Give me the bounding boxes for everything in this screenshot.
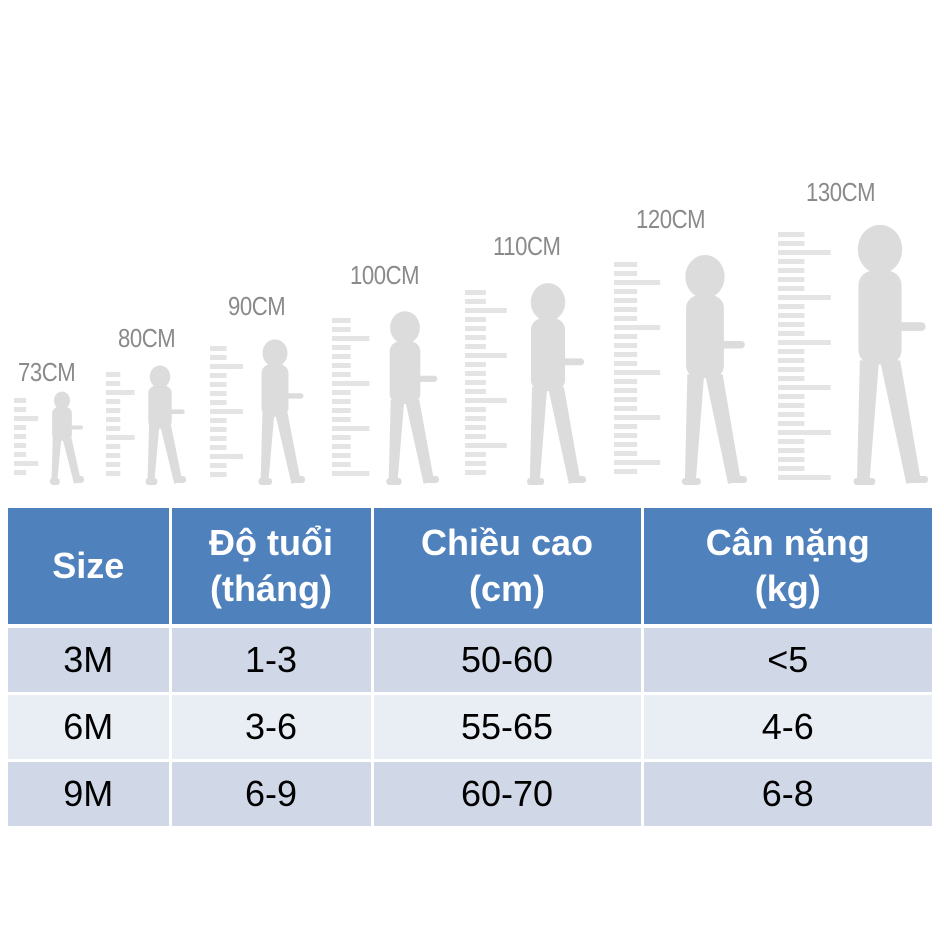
ruler-scale-icon [332, 318, 370, 476]
table-header-row: Size Độ tuổi (tháng) Chiều cao (cm) Cân … [8, 508, 932, 628]
ruler-scale-icon [778, 232, 831, 480]
header-size: Size [8, 508, 172, 628]
ruler-scale-icon [106, 372, 135, 476]
cell-height: 50-60 [372, 626, 644, 695]
child-silhouette-icon [778, 224, 928, 485]
cell-size: 6M [8, 693, 172, 762]
ruler-scale-icon [210, 346, 243, 477]
table-row: 3M 1-3 50-60 <5 [8, 626, 932, 695]
cell-height: 60-70 [372, 760, 644, 829]
height-label-80: 80CM [118, 323, 176, 353]
cell-size: 9M [8, 760, 172, 829]
cell-weight: 6-8 [642, 760, 932, 829]
child-silhouette-icon [14, 391, 84, 485]
height-label-110: 110CM [493, 231, 561, 261]
header-age-line2: (tháng) [210, 568, 332, 609]
cell-weight: 4-6 [642, 693, 932, 762]
header-weight-line1: Cân nặng [705, 522, 870, 563]
cell-size: 3M [8, 626, 172, 695]
child-silhouette-icon [614, 254, 747, 485]
child-silhouette-icon [332, 311, 439, 485]
child-silhouette-icon [106, 365, 186, 485]
growth-figures [14, 224, 928, 485]
height-label-100: 100CM [350, 260, 420, 290]
cell-weight: <5 [642, 626, 932, 695]
growth-chart: 73CM 80CM 90CM 100CM 110CM 120CM 130CM [14, 177, 928, 485]
height-label-120: 120CM [636, 204, 706, 234]
ruler-scale-icon [465, 290, 507, 475]
height-label-90: 90CM [228, 291, 286, 321]
height-label-130: 130CM [806, 177, 876, 207]
cell-age: 6-9 [170, 760, 374, 829]
header-height: Chiều cao (cm) [372, 508, 644, 628]
child-silhouette-icon [465, 283, 586, 485]
header-size-line1: Size [52, 545, 125, 586]
ruler-scale-icon [614, 262, 661, 474]
header-weight-line2: (kg) [754, 568, 821, 609]
header-height-line1: Chiều cao [420, 522, 594, 563]
cell-height: 55-65 [372, 693, 644, 762]
cell-age: 3-6 [170, 693, 374, 762]
header-age: Độ tuổi (tháng) [170, 508, 374, 628]
child-silhouette-icon [210, 339, 305, 485]
size-table: Size Độ tuổi (tháng) Chiều cao (cm) Cân … [8, 508, 932, 829]
height-label-73: 73CM [18, 357, 76, 387]
header-age-line1: Độ tuổi [209, 522, 333, 563]
cell-age: 1-3 [170, 626, 374, 695]
header-height-line2: (cm) [468, 568, 545, 609]
ruler-scale-icon [14, 398, 39, 475]
header-weight: Cân nặng (kg) [642, 508, 932, 628]
table-row: 6M 3-6 55-65 4-6 [8, 693, 932, 762]
table-row: 9M 6-9 60-70 6-8 [8, 760, 932, 829]
